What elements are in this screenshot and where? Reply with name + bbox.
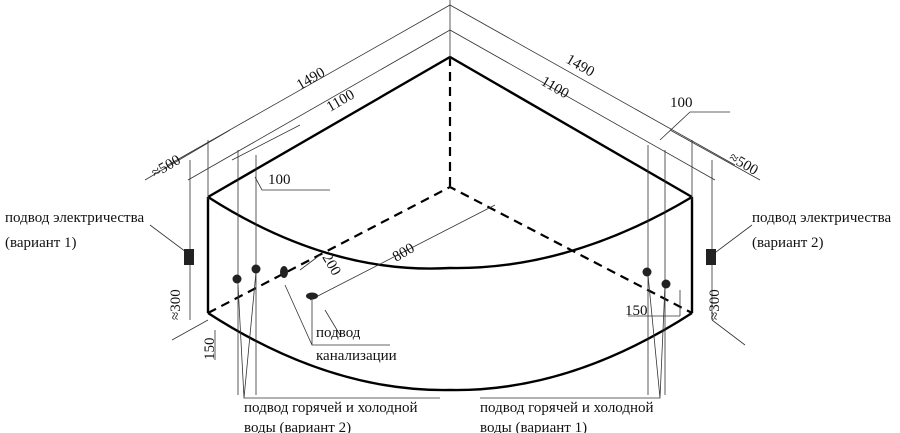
dim-drain-distance: 800 — [390, 240, 417, 265]
water-right-variant: воды (вариант 1) — [480, 420, 587, 433]
electric-right-label: подвод электричества — [752, 210, 891, 226]
dim-left-pipe-spacing: 100 — [268, 172, 291, 188]
water-pipe-icon — [661, 279, 671, 289]
dim-right-pipe-height: 150 — [625, 303, 648, 319]
tub-outline — [206, 55, 694, 392]
drain-icon — [280, 266, 288, 278]
dim-left-inner: 1100 — [324, 87, 358, 116]
water-left-variant: воды (вариант 2) — [244, 420, 351, 433]
dim-right-pipe-spacing: 100 — [670, 95, 693, 111]
electric-socket-left-icon — [184, 249, 194, 265]
dimension-lines — [144, 0, 761, 399]
dim-left-offset: ≈500 — [149, 152, 184, 181]
electric-left-label: подвод электричества — [5, 210, 144, 226]
water-pipe-icon — [251, 264, 261, 274]
water-pipe-icon — [232, 274, 242, 284]
dim-left-height: ≈300 — [168, 289, 184, 320]
dim-drain-offset: 200 — [319, 251, 344, 278]
dim-right-height: ≈300 — [707, 289, 723, 320]
electric-left-variant: (вариант 1) — [5, 235, 77, 251]
water-left-label: подвод горячей и холодной — [244, 400, 418, 416]
water-pipe-icon — [642, 267, 652, 277]
dim-left-pipe-height: 150 — [202, 338, 218, 361]
dim-right-inner: 1100 — [538, 74, 572, 103]
drain-icon — [306, 292, 318, 300]
drain-label-2: канализации — [316, 348, 397, 364]
drain-label: подвод — [316, 325, 361, 341]
dim-left-overall: 1490 — [294, 65, 328, 94]
electric-socket-right-icon — [706, 249, 716, 265]
fittings — [184, 249, 716, 300]
water-right-label: подвод горячей и холодной — [480, 400, 654, 416]
dim-right-offset: ≈500 — [726, 150, 761, 179]
electric-right-variant: (вариант 2) — [752, 235, 824, 251]
dim-right-overall: 1490 — [563, 52, 597, 81]
